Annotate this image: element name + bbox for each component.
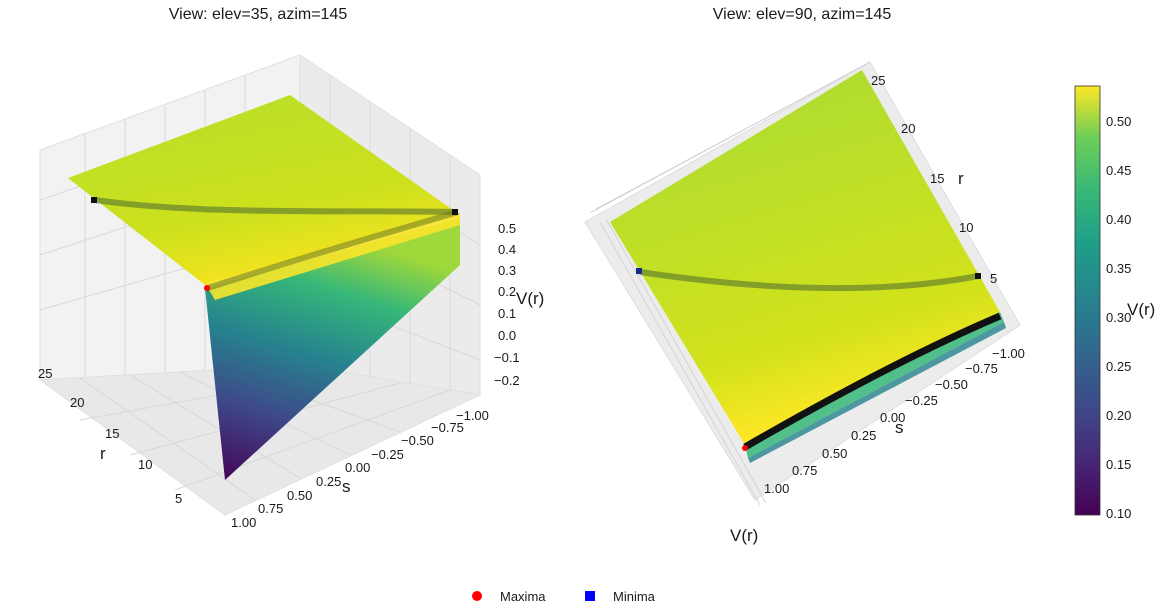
- right-surface-edge-dark: [748, 322, 1006, 463]
- legend-maxima-label: Maxima: [500, 589, 546, 604]
- right-r-ticks: 25 20 15 10 5: [871, 73, 997, 286]
- colorbar: 0.50 0.45 0.40 0.35 0.30 0.25 0.20 0.15 …: [1074, 85, 1155, 521]
- left-z-tick: 0.2: [498, 284, 516, 299]
- colorbar-tick: 0.40: [1106, 212, 1131, 227]
- left-z-label: V(r): [516, 289, 544, 308]
- left-plot: View: elev=35, azim=145: [38, 6, 544, 530]
- left-r-ticks: 25 20 15 10 5: [38, 366, 182, 506]
- legend-minima-label: Minima: [613, 589, 656, 604]
- left-s-ticks: −1.00 −0.75 −0.50 −0.25 0.00 0.25 0.50 0…: [231, 408, 489, 530]
- right-maxima-trail: [743, 312, 1002, 451]
- right-r-tick: 10: [959, 220, 973, 235]
- left-minima-trail: [94, 197, 459, 215]
- right-r-tick: 15: [930, 171, 944, 186]
- colorbar-gradient: [1074, 85, 1101, 516]
- left-z-tick: −0.1: [494, 350, 520, 365]
- right-r-label: r: [958, 169, 964, 188]
- colorbar-ticks: 0.50 0.45 0.40 0.35 0.30 0.25 0.20 0.15 …: [1106, 114, 1131, 521]
- right-r-tick: 20: [901, 121, 915, 136]
- left-z-tick: 0.5: [498, 221, 516, 236]
- left-r-tick: 25: [38, 366, 52, 381]
- right-s-label: s: [895, 418, 904, 437]
- colorbar-tick: 0.50: [1106, 114, 1131, 129]
- colorbar-tick: 0.30: [1106, 310, 1131, 325]
- colorbar-tick: 0.35: [1106, 261, 1131, 276]
- right-frame-edge: [589, 61, 871, 506]
- legend: Maxima Minima: [472, 589, 656, 604]
- right-s-tick: −1.00: [992, 346, 1025, 361]
- legend-minima-marker: [585, 591, 595, 601]
- right-surface: [610, 70, 1000, 445]
- left-surface-ridge: [205, 213, 460, 300]
- left-r-tick: 5: [175, 491, 182, 506]
- right-s-tick: −0.25: [905, 393, 938, 408]
- left-r-tick: 10: [138, 457, 152, 472]
- left-maxima-marker: [204, 285, 210, 291]
- left-s-tick: 0.50: [287, 488, 312, 503]
- right-s-tick: 0.75: [792, 463, 817, 478]
- colorbar-tick: 0.45: [1106, 163, 1131, 178]
- left-s-label: s: [342, 477, 351, 496]
- left-r-tick: 15: [105, 426, 119, 441]
- colorbar-tick: 0.25: [1106, 359, 1131, 374]
- left-s-tick: −0.25: [371, 447, 404, 462]
- left-plot-title: View: elev=35, azim=145: [169, 6, 348, 23]
- left-z-tick: 0.3: [498, 263, 516, 278]
- right-z-label: V(r): [730, 526, 758, 545]
- right-plot-title: View: elev=90, azim=145: [713, 6, 892, 23]
- right-minima-marker: [636, 268, 642, 274]
- left-maxima-trail: [207, 209, 459, 291]
- left-minima-marker: [91, 197, 97, 203]
- right-plot: View: elev=90, azim=145 25 20 15 10 5 r: [584, 6, 1025, 545]
- left-z-tick: 0.4: [498, 242, 516, 257]
- left-z-tick: 0.1: [498, 306, 516, 321]
- left-r-label: r: [100, 444, 106, 463]
- left-minima-marker-end: [452, 209, 458, 215]
- left-z-ticks: 0.5 0.4 0.3 0.2 0.1 0.0 −0.1 −0.2: [494, 221, 520, 388]
- right-s-ticks: −1.00 −0.75 −0.50 −0.25 0.00 0.25 0.50 0…: [764, 346, 1025, 496]
- colorbar-tick: 0.20: [1106, 408, 1131, 423]
- right-r-tick: 25: [871, 73, 885, 88]
- colorbar-label: V(r): [1127, 300, 1155, 319]
- right-minima-trail: [639, 269, 979, 292]
- right-r-tick: 5: [990, 271, 997, 286]
- right-s-tick: 1.00: [764, 481, 789, 496]
- left-s-tick: 1.00: [231, 515, 256, 530]
- left-z-tick: 0.0: [498, 328, 516, 343]
- left-z-tick: −0.2: [494, 373, 520, 388]
- left-r-tick: 20: [70, 395, 84, 410]
- right-s-tick: −0.75: [965, 361, 998, 376]
- right-s-tick: 0.25: [851, 428, 876, 443]
- right-surface-edge: [745, 312, 1004, 458]
- left-s-tick: −0.50: [401, 433, 434, 448]
- left-s-tick: 0.75: [258, 501, 283, 516]
- left-s-tick: 0.00: [345, 460, 370, 475]
- right-s-tick: 0.00: [880, 410, 905, 425]
- right-s-tick: −0.50: [935, 377, 968, 392]
- left-s-tick: −1.00: [456, 408, 489, 423]
- colorbar-tick: 0.10: [1106, 506, 1131, 521]
- colorbar-tick: 0.15: [1106, 457, 1131, 472]
- right-s-tick: 0.50: [822, 446, 847, 461]
- left-s-tick: −0.75: [431, 420, 464, 435]
- left-s-tick: 0.25: [316, 474, 341, 489]
- right-minima-marker-end: [975, 273, 981, 279]
- right-maxima-marker: [742, 445, 748, 451]
- legend-maxima-marker: [472, 591, 482, 601]
